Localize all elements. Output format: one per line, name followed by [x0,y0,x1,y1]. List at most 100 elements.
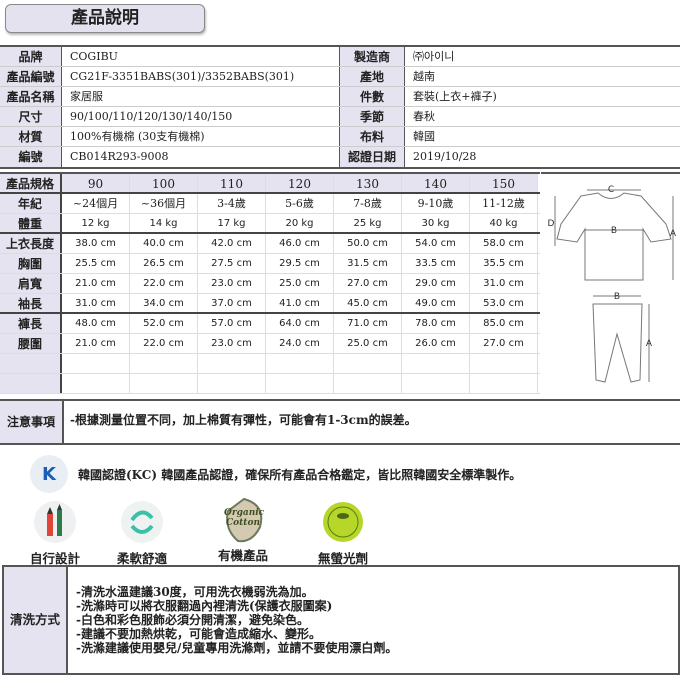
size-cell: 5-6歲 [266,194,334,213]
info-row: 產品編號 CG21F-3351BABS(301)/3352BABS(301) 產地越… [0,67,680,87]
size-cell: 50.0 cm [334,234,402,253]
size-cell: 30 kg [402,214,470,232]
info-label: 布料 [340,127,405,146]
size-cell: 41.0 cm [266,294,334,312]
top-garment-drawing [554,189,674,281]
notice-text: -根據測量位置不同，加上棉質有彈性，可能會有1-3cm的誤差。 [70,413,417,427]
size-cell: 24.0 cm [266,334,334,353]
product-info-table: 品牌 COGIBU 製造商 ㈜아이니 產品編號 CG21F-3351BABS(301)/3… [0,45,680,169]
kc-certification: K 韓國認證(KC) 韓國產品認證，確保所有產品合格鑑定，皆比照韓國安全標準製作… [30,455,521,493]
size-row-label: 年紀 [0,194,62,213]
size-cell: 40 kg [470,214,538,232]
size-cell: 26.0 cm [402,334,470,353]
size-cell: 7-8歲 [334,194,402,213]
size-header-row: 產品規格 90 100 110 120 130 140 150 [0,174,540,194]
size-row: 體重 12 kg 14 kg 17 kg 20 kg 25 kg 30 kg 40 kg [0,214,540,234]
size-cell: 9-10歲 [402,194,470,213]
wash-line: -清洗水溫建議30度，可用洗衣機弱洗為加。 [76,585,314,599]
wash-line: -建議不要加熱烘乾，可能會造成縮水、變形。 [76,627,321,641]
info-row: 材質 100%有機棉 (30支有機棉) 布料 韓國 [0,127,680,147]
size-cell: 14 kg [130,214,198,232]
size-cell [470,354,538,373]
size-cell: 31.0 cm [470,274,538,293]
feature-label: 有機產品 [217,548,268,563]
diagram-label-a: A [670,229,677,239]
size-cell: 37.0 cm [198,294,266,312]
size-cell: 57.0 cm [198,314,266,333]
feature-design: 自行設計 [15,500,95,567]
size-cell: 21.0 cm [62,274,130,293]
info-row: 編號 CB014R293-9008 認證日期 2019/10/28 [0,147,680,167]
info-value: CB014R293-9008 [62,147,340,167]
size-cell: 22.0 cm [130,274,198,293]
info-label: 產品名稱 [0,87,62,106]
size-chart-table: 產品規格 90 100 110 120 130 140 150 年紀 ~24個月 ~36個月 3-4歲… [0,172,540,394]
size-row: 肩寬 21.0 cm 22.0 cm 23.0 cm 25.0 cm 27.0 cm 29.… [0,274,540,294]
size-cell: 12 kg [62,214,130,232]
size-column-header: 110 [198,174,266,192]
size-cell: 26.5 cm [130,254,198,273]
wash-line: -洗滌建議使用嬰兒/兒童專用洗滌劑，並請不要使用漂白劑。 [76,641,398,655]
feature-no-fluorescent: 無螢光劑 [303,500,383,567]
size-cell: 11-12歲 [470,194,538,213]
info-value: 家居服 [62,87,340,106]
size-cell: 35.5 cm [470,254,538,273]
wash-label: 清洗方式 [4,567,68,673]
info-label: 材質 [0,127,62,146]
diagram-label-c: C [608,185,614,195]
info-value: 套裝(上衣+褲子) [413,90,497,103]
size-cell: 71.0 cm [334,314,402,333]
size-header-label: 產品規格 [0,174,62,192]
info-value: 越南 [413,70,435,83]
size-row: 褲長 48.0 cm 52.0 cm 57.0 cm 64.0 cm 71.0 cm 78.… [0,314,540,334]
info-value: COGIBU [62,47,340,66]
info-row: 尺寸 90/100/110/120/130/140/150 季節 春秋 [0,107,680,127]
soft-swirl-icon [120,500,164,544]
size-cell: 85.0 cm [470,314,538,333]
size-cell [62,354,130,373]
size-cell [470,374,538,393]
info-row: 產品名稱 家居服 件數 套裝(上衣+褲子) [0,87,680,107]
info-label: 製造商 [340,47,405,66]
feature-organic: Organic Cotton 有機產品 [203,497,283,564]
size-empty-row [0,354,540,374]
feature-label: 柔軟舒適 [116,551,167,566]
size-cell: 23.0 cm [198,274,266,293]
size-cell: 31.5 cm [334,254,402,273]
info-label: 認證日期 [340,147,405,167]
size-cell: 20 kg [266,214,334,232]
size-row-label: 上衣長度 [0,234,62,253]
size-row-label [0,354,62,373]
pants-label-a: A [646,339,653,349]
size-cell [198,374,266,393]
diagram-label-b: B [611,226,617,236]
info-value: 100%有機棉 (30支有機棉) [62,127,340,146]
size-cell: 78.0 cm [402,314,470,333]
size-cell: 25.0 cm [266,274,334,293]
wash-line: -洗滌時可以將衣服翻過內裡清洗(保護衣服圖案) [76,599,333,613]
size-column-header: 130 [334,174,402,192]
no-fluorescent-badge-icon [321,500,365,544]
size-empty-row [0,374,540,394]
size-cell: ~24個月 [62,194,130,213]
size-cell: 27.0 cm [470,334,538,353]
notice-row: 注意事項 -根據測量位置不同，加上棉質有彈性，可能會有1-3cm的誤差。 [0,399,680,445]
size-cell: 23.0 cm [198,334,266,353]
washing-instructions: 清洗方式 -清洗水溫建議30度，可用洗衣機弱洗為加。 -洗滌時可以將衣服翻過內裡清… [2,565,680,675]
size-cell: 3-4歲 [198,194,266,213]
size-row: 上衣長度 38.0 cm 40.0 cm 42.0 cm 46.0 cm 50.0 cm 5… [0,234,540,254]
diagram-label-d: D [548,219,555,229]
kc-mark-icon: K [30,455,68,493]
size-row: 腰圍 21.0 cm 22.0 cm 23.0 cm 24.0 cm 25.0 cm 26.… [0,334,540,354]
size-cell: 40.0 cm [130,234,198,253]
size-cell [130,354,198,373]
info-label: 編號 [0,147,62,167]
size-cell: 27.0 cm [334,274,402,293]
size-cell: 58.0 cm [470,234,538,253]
feature-label: 自行設計 [29,551,80,566]
size-column-header: 90 [62,174,130,192]
pants-drawing [592,295,650,383]
size-cell: 31.0 cm [62,294,130,312]
size-cell: 64.0 cm [266,314,334,333]
wash-line: -白色和彩色服飾必須分開清潔，避免染色。 [76,613,309,627]
